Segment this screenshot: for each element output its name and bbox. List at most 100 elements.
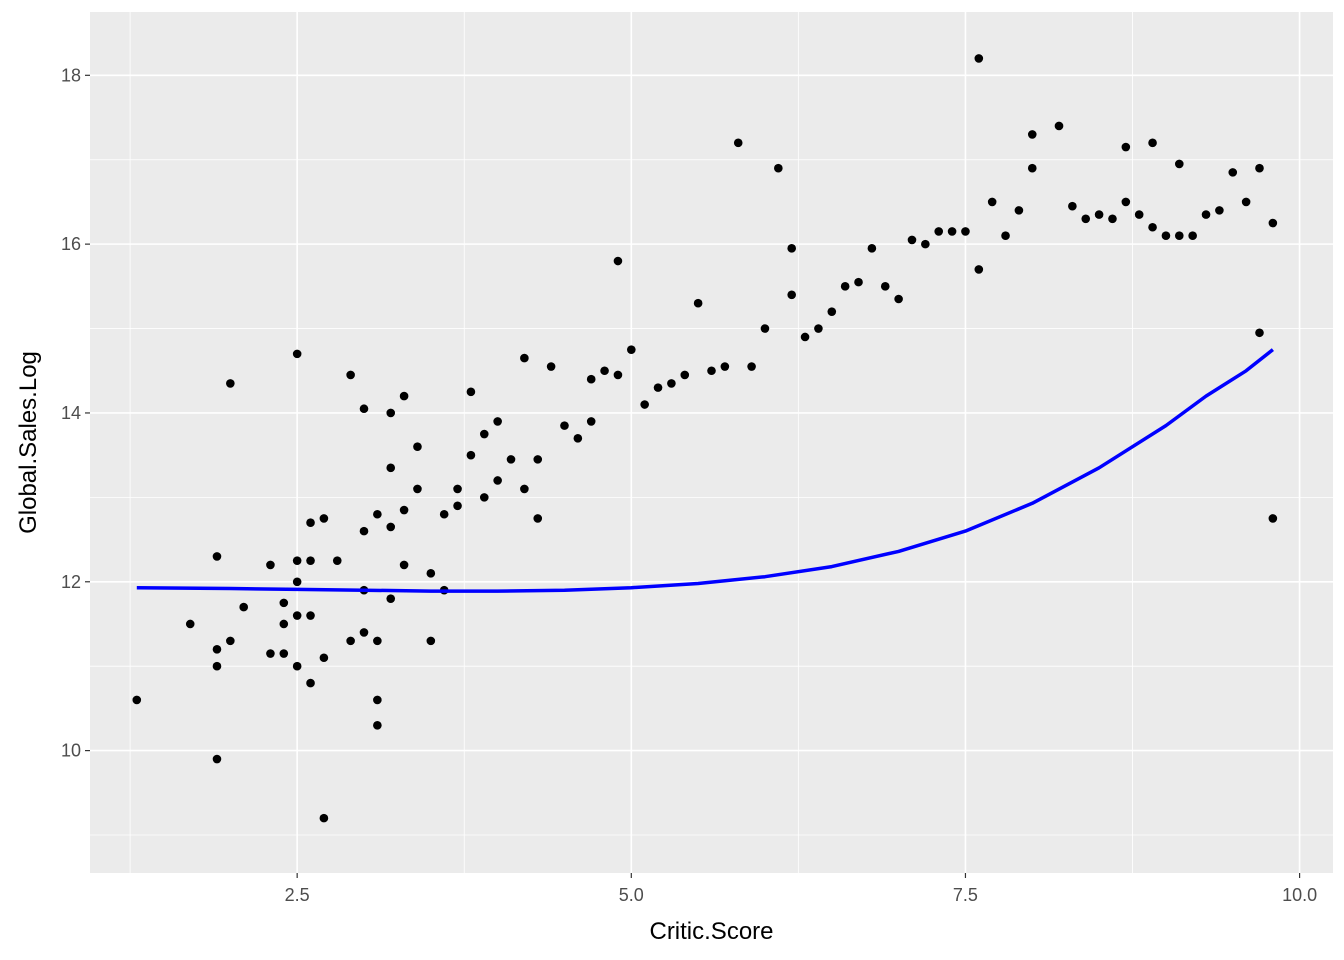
data-point: [1215, 206, 1224, 215]
data-point: [399, 560, 409, 570]
data-point: [212, 661, 222, 671]
data-point: [506, 455, 516, 464]
data-point: [934, 227, 944, 236]
data-point: [306, 556, 315, 565]
panel-background: [90, 12, 1333, 873]
data-point: [466, 450, 476, 460]
data-point: [613, 256, 623, 266]
data-point: [413, 484, 422, 494]
data-point: [185, 619, 195, 629]
data-point: [1201, 210, 1211, 219]
data-point: [533, 514, 543, 523]
data-point: [787, 244, 796, 253]
y-tick-label: 14: [61, 403, 81, 423]
data-point: [586, 374, 596, 384]
data-point: [1054, 121, 1064, 131]
data-point: [373, 695, 382, 705]
x-tick-label: 10.0: [1282, 885, 1317, 905]
data-point: [921, 239, 930, 249]
data-point: [1228, 168, 1238, 177]
data-point: [800, 332, 810, 342]
data-point: [961, 227, 970, 236]
data-point: [880, 282, 890, 291]
data-point: [573, 433, 583, 443]
x-tick-label: 5.0: [619, 885, 644, 905]
data-point: [640, 400, 649, 409]
data-point: [1081, 214, 1091, 224]
data-point: [453, 501, 462, 511]
data-point: [667, 379, 676, 388]
data-point: [560, 421, 569, 430]
data-point: [426, 569, 436, 578]
data-point: [1174, 231, 1184, 240]
data-point: [720, 362, 730, 371]
data-point: [386, 408, 396, 418]
data-point: [774, 163, 783, 173]
data-point: [787, 290, 796, 300]
data-point: [760, 324, 770, 333]
data-point: [974, 265, 984, 274]
data-point: [332, 556, 342, 565]
data-point: [1121, 197, 1131, 207]
y-tick-label: 16: [61, 234, 81, 254]
data-point: [373, 720, 382, 730]
data-point: [894, 294, 903, 304]
data-point: [386, 522, 396, 532]
data-point: [266, 649, 275, 658]
data-point: [1148, 222, 1157, 232]
data-point: [306, 518, 315, 527]
data-point: [840, 282, 850, 291]
data-point: [1027, 163, 1037, 173]
data-point: [373, 636, 382, 646]
data-point: [854, 277, 863, 287]
data-point: [306, 678, 315, 688]
scatter-points: [132, 54, 1278, 823]
data-point: [226, 379, 235, 388]
data-point: [493, 417, 502, 426]
data-point: [1268, 514, 1278, 523]
data-point: [1068, 201, 1077, 211]
data-point: [466, 387, 476, 397]
data-point: [1094, 210, 1104, 219]
data-point: [814, 324, 823, 333]
data-point: [613, 370, 623, 380]
data-point: [520, 353, 529, 363]
data-point: [239, 602, 249, 612]
data-point: [292, 349, 302, 359]
data-point: [346, 636, 355, 646]
data-point: [479, 429, 489, 439]
data-point: [132, 695, 142, 705]
data-point: [359, 628, 369, 637]
data-point: [653, 383, 663, 392]
data-point: [386, 594, 396, 603]
data-point: [212, 552, 222, 561]
data-point: [292, 556, 302, 565]
data-point: [533, 455, 543, 464]
data-point: [292, 577, 302, 587]
y-tick-label: 10: [61, 741, 81, 761]
data-point: [479, 493, 489, 502]
x-axis: 2.5 5.0 7.5 10.0: [285, 873, 1317, 905]
data-point: [399, 505, 409, 515]
data-point: [693, 298, 703, 308]
data-point: [1014, 206, 1024, 215]
data-point: [1148, 138, 1157, 148]
data-point: [1121, 142, 1131, 152]
data-point: [319, 813, 329, 823]
data-point: [399, 391, 409, 401]
data-point: [212, 645, 222, 654]
data-point: [680, 370, 690, 380]
data-point: [1001, 231, 1010, 240]
data-point: [279, 649, 289, 658]
y-axis: 10 12 14 16 18: [61, 65, 90, 761]
data-point: [520, 484, 529, 494]
data-point: [1255, 163, 1264, 173]
data-point: [1241, 197, 1251, 207]
data-point: [212, 754, 222, 764]
data-point: [493, 476, 502, 485]
data-point: [292, 661, 302, 671]
data-point: [947, 227, 957, 236]
data-point: [1174, 159, 1184, 169]
data-point: [1255, 328, 1264, 338]
